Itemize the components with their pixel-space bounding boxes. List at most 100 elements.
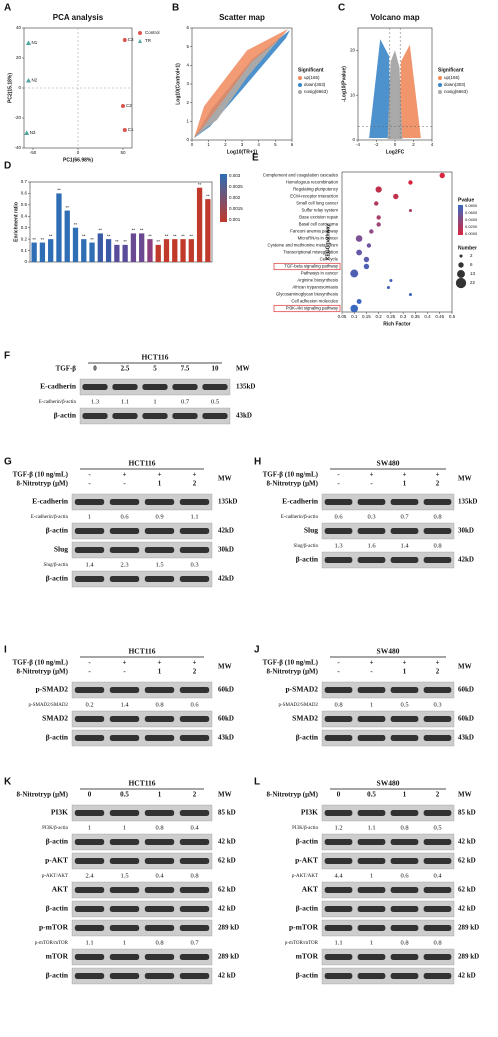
blot-strip	[71, 681, 213, 699]
blot-band	[144, 973, 175, 979]
bar	[48, 239, 54, 262]
mw-label: 60kD	[458, 715, 474, 723]
blot-strip	[321, 681, 455, 699]
legend-label: down(303)	[444, 82, 466, 87]
x-tick-label: 4	[257, 142, 260, 147]
lane-label: 1	[403, 668, 407, 676]
blot-strip	[71, 570, 213, 588]
ratio-value: 1	[88, 513, 91, 520]
dot	[366, 243, 372, 248]
category-label: Regulating pluripotency	[293, 187, 339, 192]
legend-label: Control	[145, 30, 160, 35]
blot-band	[390, 687, 419, 693]
y-tick-label: 0	[18, 85, 21, 90]
legend-label: 22	[470, 280, 476, 285]
x-tick-label: 0.3	[400, 314, 407, 319]
point	[122, 128, 127, 132]
cell-line: SW480	[377, 459, 400, 468]
mw-label: 289 kD	[458, 953, 479, 961]
ratio-value: 4.4	[334, 872, 343, 879]
blot-band	[109, 906, 140, 912]
lane-label: +	[158, 659, 162, 667]
dot	[376, 222, 381, 227]
blot-band	[172, 413, 198, 419]
blot-band	[357, 858, 386, 864]
bar	[147, 239, 153, 262]
lane-label: 0	[93, 365, 97, 373]
panel-letter: L	[254, 777, 260, 788]
blot-strip	[71, 729, 213, 747]
blot-band	[324, 557, 353, 563]
ratio-value: 0.6	[120, 513, 129, 520]
blot-band	[423, 906, 452, 912]
blot-band	[357, 906, 386, 912]
y-tick-label: -20	[14, 115, 21, 120]
protein-label: β-actin	[46, 971, 69, 980]
cloud	[369, 39, 391, 139]
protein-label: β-actin	[46, 574, 69, 583]
value-label: **	[198, 182, 202, 187]
treatment-label: 8-Nitrotryp (μM)	[17, 668, 69, 676]
ratio-value: 0.8	[155, 824, 163, 831]
category-label: Cell cycle	[320, 257, 339, 262]
blot-band	[324, 716, 353, 722]
y-tick-label: 0.6	[21, 191, 28, 196]
point-label: N3	[30, 130, 36, 135]
blot-band	[74, 576, 105, 582]
blot-band	[179, 906, 210, 912]
bar	[39, 242, 46, 262]
ratio-value: 0.7	[190, 939, 199, 946]
highlight-box	[273, 262, 341, 271]
blot-band	[142, 384, 168, 390]
ratio-label: PI3K/β-actin	[292, 826, 318, 831]
ratio-value: 0.5	[400, 701, 408, 708]
ratio-value: 1	[88, 824, 91, 831]
bar	[89, 242, 95, 262]
mw-label: 43kD	[218, 734, 234, 742]
x-axis-label: Log10(TR+1)	[227, 149, 258, 155]
x-axis-label: Rich Factor	[383, 321, 411, 327]
blot-strip	[321, 852, 455, 870]
legend-label: down(303)	[304, 82, 326, 87]
blot-band	[74, 973, 105, 979]
blot-band	[109, 687, 140, 693]
legend-marker	[298, 76, 302, 80]
blot-band	[390, 954, 419, 960]
legend-label: 13	[470, 271, 476, 276]
mw-label: 42 kD	[458, 972, 476, 980]
x-tick-label: 0.35	[411, 314, 420, 319]
protein-label: β-actin	[296, 971, 319, 980]
colorbar-label: 0.0025	[229, 184, 243, 189]
lane-label: 1	[403, 480, 407, 488]
y-tick-label: 0.1	[21, 248, 28, 253]
dot	[386, 285, 391, 290]
mw-label: 85 kD	[458, 809, 476, 817]
value-label: **	[132, 228, 136, 233]
mw-label: 60kD	[218, 686, 234, 694]
blot-band	[144, 687, 175, 693]
protein-label: E-cadherin	[32, 497, 69, 506]
x-tick-label: 0.25	[387, 314, 396, 319]
ratio-value: 0.3	[367, 513, 375, 520]
blot-band	[179, 839, 210, 845]
blot-band	[74, 735, 105, 741]
blot-band	[423, 925, 452, 931]
protein-label: AKT	[52, 885, 68, 894]
blot-band	[202, 384, 228, 390]
category-label: Transcriptional misregulation	[283, 250, 338, 255]
bar	[81, 239, 87, 262]
lane-label: 0.5	[120, 791, 129, 799]
colorbar	[458, 205, 463, 235]
x-axis-label: Log2FC	[386, 149, 405, 155]
y-axis-label: PC2(15.18%)	[7, 73, 13, 103]
y-tick-label: 10	[350, 92, 356, 97]
ratio-value: 0.3	[433, 701, 441, 708]
dot	[356, 299, 362, 304]
legend-label: 6	[470, 262, 473, 267]
dot	[408, 208, 413, 213]
ratio-value: 1.2	[334, 824, 342, 831]
value-label: **	[32, 237, 36, 242]
blot-strip	[71, 900, 213, 918]
category-label: Fanconi anemia pathway	[290, 229, 339, 234]
ratio-value: 1.1	[121, 398, 129, 405]
